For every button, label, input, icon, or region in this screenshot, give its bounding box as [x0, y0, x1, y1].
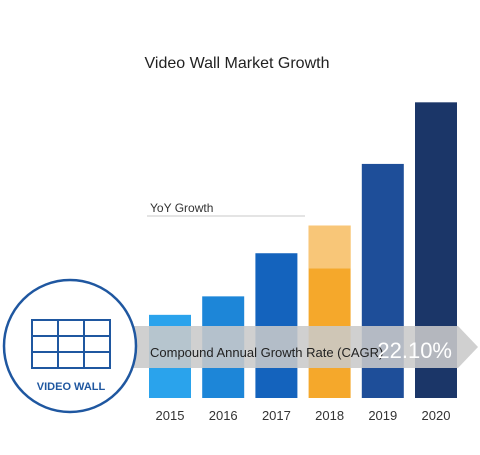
bar-group: [149, 102, 457, 398]
x-tick-2015: 2015: [156, 408, 185, 423]
yoy-growth-label: YoY Growth: [150, 201, 213, 215]
x-tick-2016: 2016: [209, 408, 238, 423]
x-tick-2019: 2019: [368, 408, 397, 423]
chart-title: Video Wall Market Growth: [145, 55, 330, 72]
x-tick-2018: 2018: [315, 408, 344, 423]
video-wall-badge: VIDEO WALL: [2, 278, 138, 414]
yoy-highlight-cap: [308, 225, 351, 269]
cagr-value: 22.10%: [377, 338, 452, 363]
badge-label: VIDEO WALL: [37, 381, 106, 393]
x-axis-ticks: 2015 2016 2017 2018 2019 2020: [156, 408, 451, 423]
badge-circle: [2, 278, 138, 414]
yoy-growth-value: 18%: [315, 205, 345, 222]
x-tick-2017: 2017: [262, 408, 291, 423]
cagr-arrow: [125, 326, 478, 368]
cagr-label: Compound Annual Growth Rate (CAGR): [150, 345, 383, 360]
video-wall-grid-icon: [31, 319, 111, 369]
x-tick-2020: 2020: [422, 408, 451, 423]
bar-2017: [255, 253, 298, 398]
